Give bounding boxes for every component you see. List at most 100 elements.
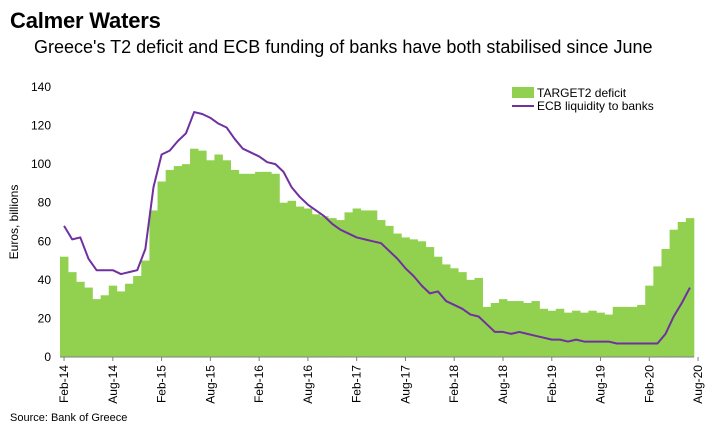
x-axis-ticks: Feb-14 Aug-14 Feb-15 Aug-15 Feb-16 Aug-16 Feb-… <box>57 357 705 404</box>
legend-label-ecb: ECB liquidity to banks <box>537 99 654 113</box>
y-tick-label: 0 <box>44 350 51 364</box>
bar <box>230 169 240 357</box>
bar <box>580 312 589 357</box>
legend-swatch-bar <box>512 87 534 98</box>
bar <box>645 285 654 357</box>
bar <box>466 279 475 357</box>
bar <box>271 173 280 357</box>
bar <box>498 299 508 357</box>
bar <box>458 272 467 357</box>
bar <box>661 249 670 357</box>
bar <box>141 260 150 357</box>
bar <box>214 154 223 357</box>
x-tick-label: Feb-18 <box>447 365 461 403</box>
bar <box>531 301 540 357</box>
bar <box>311 214 321 357</box>
bar <box>653 266 662 357</box>
x-tick-label: Aug-15 <box>203 365 217 404</box>
bar <box>108 285 118 357</box>
bar <box>295 206 305 357</box>
y-tick-label: 120 <box>31 119 51 133</box>
bar <box>547 310 557 357</box>
bar <box>393 233 402 357</box>
y-tick-label: 40 <box>38 273 52 287</box>
bar <box>539 308 548 357</box>
x-tick-label: Aug-20 <box>691 365 705 404</box>
bar <box>360 210 370 357</box>
line-series <box>63 111 691 345</box>
x-tick-label: Aug-19 <box>594 365 608 404</box>
bar <box>198 150 207 357</box>
bar <box>401 237 410 357</box>
chart-title: Calmer Waters <box>10 8 161 33</box>
x-tick-label: Aug-14 <box>106 365 120 404</box>
bar <box>385 225 394 357</box>
bar <box>303 208 313 357</box>
bar <box>125 283 134 357</box>
bar <box>507 301 516 357</box>
bar <box>222 160 231 357</box>
bar <box>425 247 435 357</box>
bar <box>604 314 614 357</box>
bar <box>320 216 329 357</box>
bar-series <box>60 148 695 357</box>
bar <box>442 264 451 357</box>
bar <box>133 276 142 357</box>
legend-label-target2: TARGET2 deficit <box>537 86 627 100</box>
bar <box>190 148 199 357</box>
y-tick-label: 140 <box>31 80 51 94</box>
y-tick-label: 80 <box>38 196 52 210</box>
y-tick-label: 20 <box>38 311 52 325</box>
bar <box>417 241 427 357</box>
bar <box>685 218 695 357</box>
legend: TARGET2 deficit ECB liquidity to banks <box>512 86 654 113</box>
x-tick-label: Aug-17 <box>398 365 412 404</box>
ecb-liquidity-line <box>63 111 691 345</box>
bar <box>149 210 158 357</box>
bar <box>92 299 101 357</box>
bar <box>677 222 687 357</box>
bar <box>116 291 126 357</box>
bar <box>84 287 93 357</box>
x-tick-label: Feb-20 <box>642 365 656 403</box>
bar <box>206 160 215 357</box>
chart-subtitle: Greece's T2 deficit and ECB funding of b… <box>34 37 653 57</box>
y-axis-title: Euros, billions <box>7 185 21 260</box>
bar <box>165 169 175 357</box>
y-tick-label: 100 <box>31 157 51 171</box>
x-tick-label: Aug-18 <box>496 365 510 404</box>
bar <box>238 173 248 357</box>
bar <box>637 304 646 357</box>
bar <box>515 301 524 357</box>
x-tick-label: Aug-16 <box>301 365 315 404</box>
bar <box>255 171 264 357</box>
bar <box>173 166 183 357</box>
bar <box>572 310 581 357</box>
x-tick-label: Feb-16 <box>252 365 266 403</box>
bar <box>620 306 630 357</box>
bar <box>279 202 288 357</box>
bar <box>287 200 297 357</box>
x-tick-label: Feb-17 <box>350 365 364 403</box>
x-tick-label: Feb-15 <box>155 365 169 403</box>
bar <box>263 171 272 357</box>
bar <box>68 272 77 357</box>
x-tick-label: Feb-19 <box>545 365 559 403</box>
bar <box>100 295 110 357</box>
bar <box>409 239 418 357</box>
bar <box>368 210 378 357</box>
bar <box>344 212 353 357</box>
bar <box>555 308 565 357</box>
y-axis-ticks: 0 20 40 60 80 100 120 140 <box>31 80 51 364</box>
bar <box>588 310 597 357</box>
bar <box>328 218 337 357</box>
bar <box>596 312 605 357</box>
bar <box>450 268 459 357</box>
bar <box>377 220 386 357</box>
bar <box>60 256 69 357</box>
bar <box>490 303 500 357</box>
bar <box>482 306 492 357</box>
bar <box>433 256 443 357</box>
